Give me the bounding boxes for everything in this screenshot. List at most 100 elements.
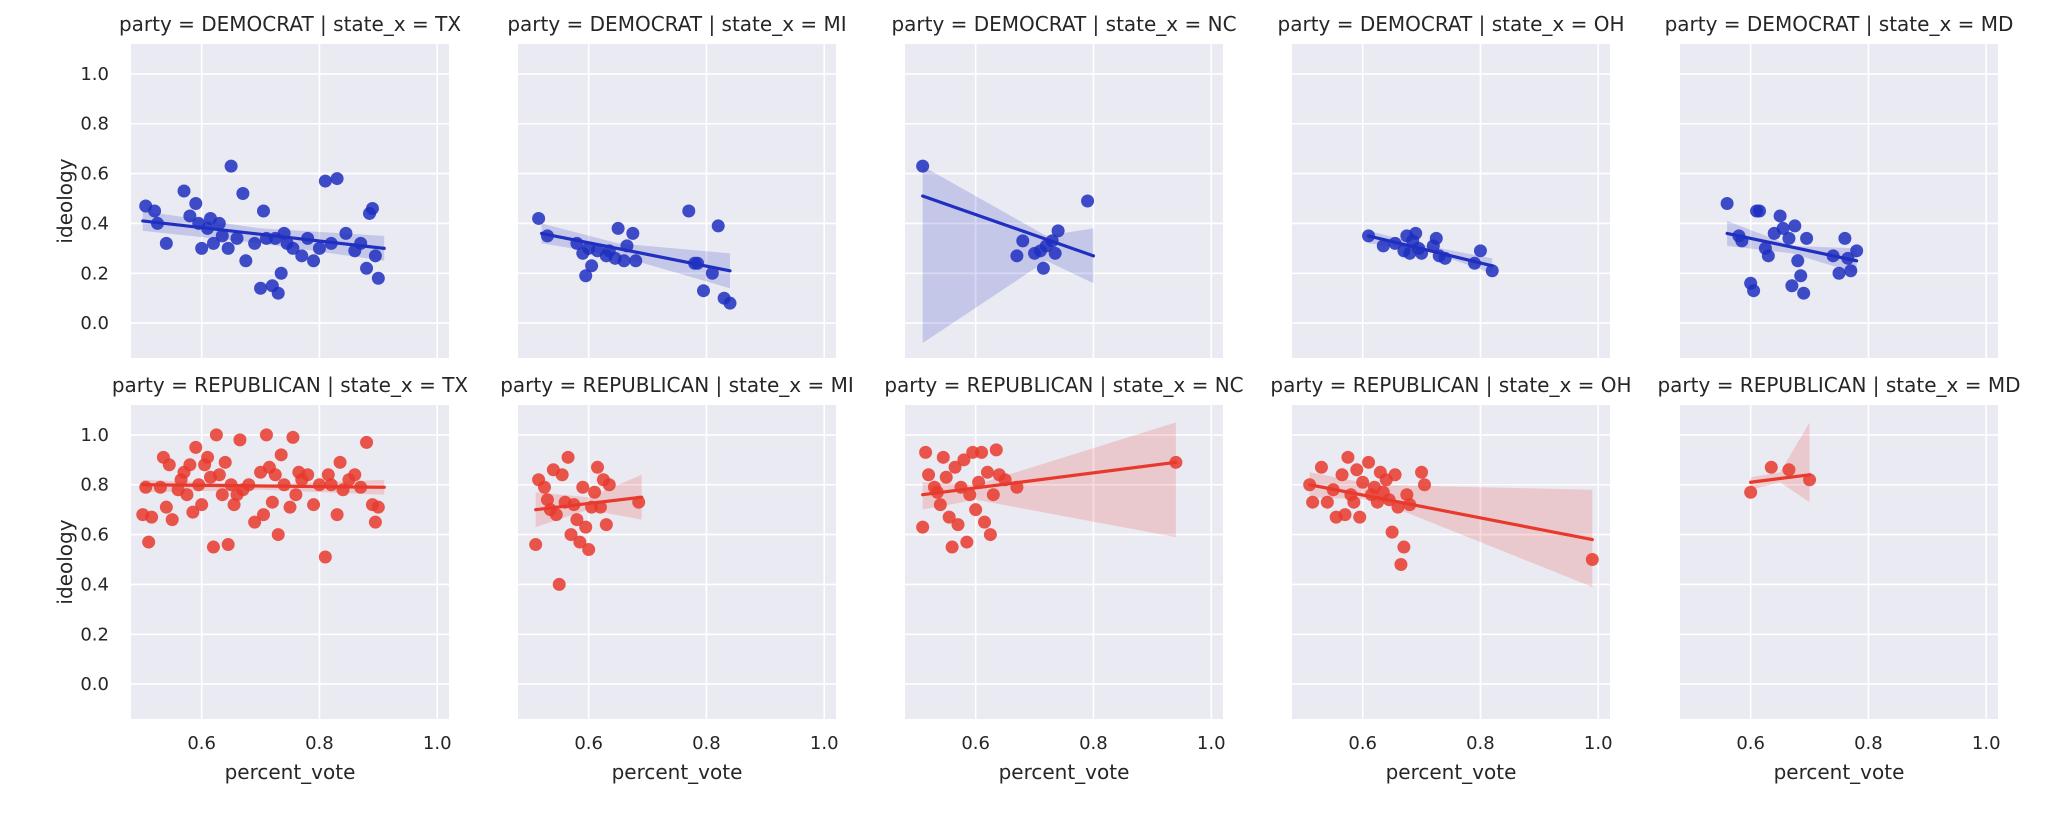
- regression-line: [141, 219, 386, 250]
- data-point: [230, 231, 244, 245]
- data-point: [159, 236, 173, 250]
- y-axis-label: ideology: [53, 519, 77, 604]
- data-point: [371, 500, 385, 514]
- data-point: [1764, 460, 1778, 474]
- data-point: [201, 450, 215, 464]
- regression-line: [1749, 473, 1812, 484]
- data-point: [591, 460, 604, 474]
- panel-title: party = DEMOCRAT | state_x = NC: [891, 12, 1236, 36]
- panel-title: party = DEMOCRAT | state_x = MI: [507, 12, 846, 36]
- data-point: [919, 445, 933, 459]
- data-point: [268, 468, 282, 482]
- facet-panel-democrat-oh: party = DEMOCRAT | state_x = OH: [1278, 12, 1625, 358]
- data-point: [307, 254, 321, 268]
- data-point: [1744, 485, 1758, 499]
- x-axis-label: percent_vote: [225, 760, 356, 784]
- y-tick-label: 1.0: [80, 64, 109, 85]
- x-tick-label: 1.0: [423, 733, 452, 754]
- data-point: [339, 226, 353, 240]
- data-point: [1335, 468, 1349, 482]
- data-point: [963, 488, 977, 502]
- data-point: [206, 236, 220, 250]
- data-point: [330, 172, 344, 186]
- data-point: [1753, 204, 1766, 218]
- data-point: [1832, 266, 1846, 280]
- data-point: [186, 505, 200, 519]
- data-point: [1844, 264, 1858, 278]
- y-tick-label: 0.0: [80, 674, 109, 695]
- data-point: [1388, 468, 1402, 482]
- confidence-band: [1750, 422, 1810, 503]
- panel-background: [518, 44, 836, 358]
- data-point: [576, 480, 590, 494]
- data-point: [1397, 540, 1411, 554]
- y-tick-label: 0.4: [80, 213, 109, 234]
- data-point: [570, 513, 584, 527]
- y-axis-label: ideology: [53, 158, 77, 243]
- data-point: [579, 520, 593, 534]
- y-tick-label: 0.2: [80, 263, 109, 284]
- facet-panel-republican-oh: party = REPUBLICAN | state_x = OH 0.6 0.8 1…: [1270, 373, 1631, 784]
- x-tick-label: 0.6: [961, 733, 990, 754]
- panel-background: [131, 44, 449, 358]
- x-tick-label: 0.8: [692, 733, 721, 754]
- data-point: [1081, 194, 1095, 208]
- data-point: [1016, 234, 1030, 248]
- data-point: [1418, 478, 1431, 492]
- x-tick-label: 1.0: [810, 733, 839, 754]
- data-point: [1051, 224, 1065, 238]
- data-point: [611, 221, 625, 235]
- data-point: [939, 470, 953, 484]
- data-point: [274, 448, 288, 462]
- data-point: [989, 443, 1003, 457]
- data-point: [1473, 244, 1487, 258]
- x-tick-label: 0.8: [305, 733, 334, 754]
- y-tick-label: 0.8: [80, 114, 109, 135]
- data-point: [599, 518, 613, 532]
- data-point: [1800, 231, 1814, 245]
- data-point: [561, 450, 575, 464]
- x-tick-label: 0.6: [1348, 733, 1377, 754]
- data-point: [233, 433, 247, 447]
- data-point: [1347, 495, 1361, 509]
- facet-panel-republican-nc: party = REPUBLICAN | state_x = NC 0.6 0.8 1…: [884, 373, 1243, 784]
- data-point: [142, 535, 156, 549]
- data-point: [960, 535, 974, 549]
- data-point: [1376, 239, 1390, 253]
- data-point: [585, 259, 599, 273]
- y-tick-label: 1.0: [80, 425, 109, 446]
- regression-line: [1366, 234, 1494, 268]
- data-point: [723, 296, 737, 310]
- data-point: [139, 480, 153, 494]
- data-point: [972, 475, 986, 489]
- data-point: [552, 577, 566, 591]
- regression-line: [141, 483, 386, 489]
- data-point: [162, 458, 176, 472]
- data-point: [1353, 510, 1367, 524]
- data-point: [312, 478, 326, 492]
- panel-background: [131, 405, 449, 719]
- data-point: [951, 518, 965, 532]
- data-point: [538, 480, 551, 494]
- data-point: [183, 458, 197, 472]
- regression-line: [534, 495, 644, 512]
- data-point: [983, 528, 997, 542]
- data-point: [682, 204, 696, 218]
- panel-title: party = DEMOCRAT | state_x = MD: [1665, 12, 2014, 36]
- data-point: [1048, 246, 1062, 260]
- facet-panel-democrat-nc: party = DEMOCRAT | state_x = NC: [891, 12, 1237, 358]
- data-point: [1409, 226, 1423, 240]
- data-point: [318, 174, 332, 188]
- data-point: [617, 254, 631, 268]
- panel-title: party = DEMOCRAT | state_x = OH: [1278, 12, 1625, 36]
- data-point: [180, 488, 194, 502]
- panel-title: party = REPUBLICAN | state_x = TX: [112, 373, 469, 397]
- panel-background: [1680, 405, 1998, 719]
- data-point: [1485, 264, 1499, 278]
- data-point: [978, 515, 991, 529]
- panel-title: party = REPUBLICAN | state_x = OH: [1270, 373, 1631, 397]
- data-point: [183, 209, 197, 223]
- data-point: [582, 543, 596, 557]
- data-point: [330, 508, 344, 522]
